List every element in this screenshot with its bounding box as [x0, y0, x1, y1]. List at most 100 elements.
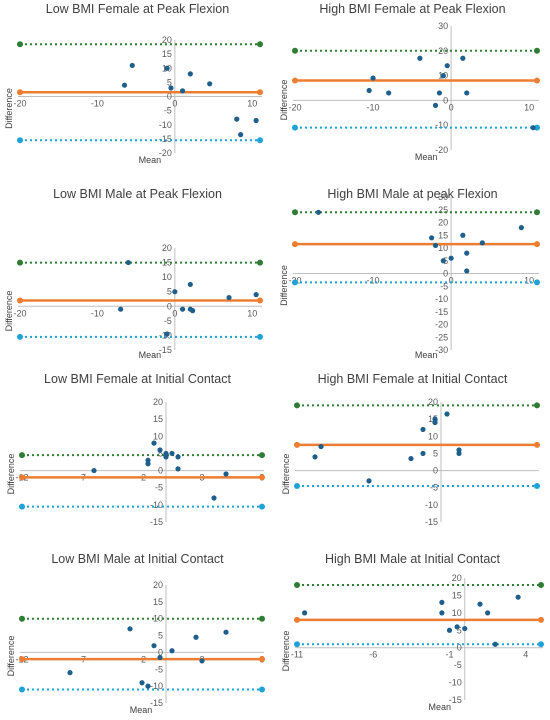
- y-tick-label: 30: [438, 21, 448, 31]
- x-tick-label: -10: [367, 102, 380, 112]
- y-tick-label: 20: [153, 397, 163, 407]
- y-tick-label: 0: [457, 643, 462, 653]
- data-point: [366, 87, 372, 94]
- y-tick-label: 20: [428, 397, 438, 407]
- lower-limit-line-end-right: [534, 483, 540, 489]
- upper-limit-line-end-left: [294, 581, 300, 588]
- upper-limit-line-end-right: [257, 259, 263, 266]
- y-tick-label: 5: [158, 631, 163, 641]
- data-point: [145, 457, 151, 463]
- chart-panel-6: High BMI Female at Initial Contact -15 -10…: [275, 370, 550, 545]
- chart-panel-5: Low BMI Female at Initial Contact -15 -10 -…: [0, 370, 275, 545]
- y-tick-label: 20: [438, 218, 448, 228]
- y-tick-label: -10: [159, 120, 172, 130]
- lower-limit-line-end-right: [534, 279, 540, 286]
- data-point: [67, 670, 73, 676]
- data-point: [253, 292, 259, 298]
- y-tick-label: 5: [457, 625, 462, 635]
- chart-title: High BMI Female at Peak Flexion: [319, 2, 505, 16]
- data-point: [370, 75, 376, 81]
- y-tick-label: 0: [443, 95, 448, 105]
- chart-title: High BMI Female at Initial Contact: [318, 372, 508, 386]
- lower-limit-line-end-right: [257, 333, 263, 340]
- y-tick-label: -10: [449, 678, 462, 688]
- bias-line-end-left: [19, 656, 25, 663]
- data-point: [477, 601, 483, 607]
- y-axis-label: Difference: [4, 88, 14, 129]
- y-axis-label: Difference: [279, 265, 289, 306]
- lower-limit-line-end-right: [257, 137, 263, 144]
- y-tick-label: -5: [440, 281, 448, 291]
- y-tick-label: 15: [153, 597, 163, 607]
- x-tick-label: -1: [445, 650, 453, 660]
- data-point: [187, 71, 193, 77]
- bias-line-end-right: [534, 241, 540, 248]
- data-point: [386, 90, 392, 96]
- data-point: [439, 610, 445, 616]
- data-point: [432, 242, 439, 249]
- bias-line-end-right: [534, 77, 540, 84]
- data-point: [145, 683, 151, 689]
- y-tick-label: -15: [435, 307, 448, 317]
- y-tick-label: 20: [452, 573, 462, 583]
- chart-panel-2: High BMI Female at Peak Flexion-20-10010…: [275, 0, 550, 165]
- data-point: [366, 478, 372, 484]
- chart-title: Low BMI Male at Initial Contact: [51, 552, 224, 566]
- data-point: [234, 116, 240, 122]
- upper-limit-line-end-right: [257, 41, 263, 48]
- bias-line-end-left: [17, 297, 23, 304]
- chart-title: High BMI Male at peak Flexion: [327, 187, 497, 201]
- x-axis-label: Mean: [139, 155, 162, 165]
- upper-limit-line-end-left: [19, 452, 25, 459]
- y-tick-label: 5: [433, 448, 438, 458]
- chart-title: Low BMI Male at Peak Flexion: [53, 187, 222, 201]
- x-tick-label: -20: [13, 99, 26, 109]
- lower-limit-line-end-left: [294, 641, 300, 648]
- lower-limit-line-end-left: [17, 137, 23, 144]
- y-axis-label: Difference: [281, 454, 291, 495]
- data-point: [464, 90, 470, 96]
- y-tick-label: -5: [164, 316, 172, 326]
- lower-limit-line-end-right: [259, 686, 265, 693]
- chart-panel-1: Low BMI Female at Peak Flexion -20 -15 -10 -…: [0, 0, 275, 165]
- data-point: [179, 306, 186, 312]
- x-tick-label: -11: [291, 650, 303, 660]
- data-point: [175, 466, 181, 472]
- data-point: [223, 471, 229, 477]
- y-tick-label: -5: [164, 106, 172, 116]
- data-point: [139, 680, 145, 686]
- data-point: [318, 443, 324, 450]
- chart-panel-7: Low BMI Male at Initial Contact -15 -10 -5 0…: [0, 550, 275, 720]
- x-tick-label: 0: [172, 99, 177, 109]
- upper-limit-line-end-left: [17, 41, 23, 48]
- lower-limit-line-end-left: [292, 279, 298, 286]
- upper-limit-line-end-left: [19, 615, 25, 622]
- data-point: [91, 467, 97, 474]
- lower-limit-line-end-left: [294, 483, 300, 489]
- y-tick-label: 0: [167, 301, 172, 311]
- y-tick-label: 0: [433, 466, 438, 476]
- data-point: [464, 250, 470, 256]
- chart-svg: High BMI Male at Initial Contact-15-10-5…: [281, 552, 544, 712]
- y-tick-label: -15: [150, 698, 163, 708]
- chart-svg: High BMI Female at Peak Flexion-20-10010…: [279, 2, 540, 162]
- x-tick-label: 10: [247, 308, 257, 318]
- lower-limit-line-end-left: [17, 333, 23, 340]
- chart-panel-4: High BMI Male at peak Flexion -30 -25 -20 -1…: [275, 185, 550, 360]
- data-point: [456, 450, 462, 457]
- x-tick-label: -6: [369, 650, 377, 660]
- y-tick-label: 0: [158, 647, 163, 657]
- data-point: [454, 624, 460, 630]
- data-point: [530, 125, 536, 131]
- data-point: [151, 440, 157, 446]
- bias-line-end-right: [538, 616, 544, 623]
- upper-limit-line-end-left: [17, 259, 23, 266]
- y-tick-label: 10: [428, 431, 438, 441]
- bias-line-end-left: [292, 241, 298, 248]
- x-tick-label: 10: [524, 102, 534, 112]
- x-axis-label: Mean: [415, 152, 438, 162]
- y-tick-label: -10: [435, 294, 448, 304]
- y-tick-label: -5: [155, 664, 163, 674]
- data-point: [129, 62, 135, 69]
- y-axis-label: Difference: [279, 80, 289, 121]
